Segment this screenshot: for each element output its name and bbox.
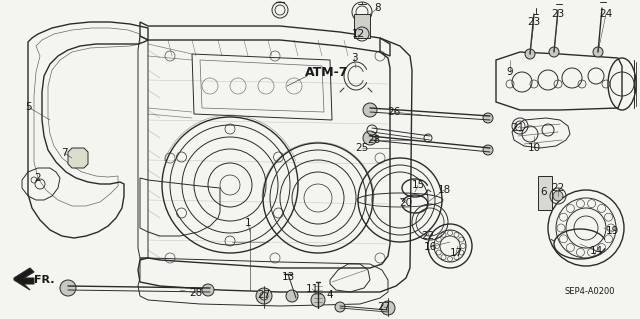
Text: 1: 1 xyxy=(244,218,252,228)
Bar xyxy=(354,14,370,38)
Circle shape xyxy=(60,280,76,296)
Circle shape xyxy=(286,290,298,302)
Text: 3: 3 xyxy=(351,53,357,63)
Circle shape xyxy=(202,284,214,296)
Text: 26: 26 xyxy=(387,107,401,117)
Circle shape xyxy=(483,145,493,155)
Circle shape xyxy=(549,47,559,57)
Circle shape xyxy=(381,301,395,315)
Text: SEP4-A0200: SEP4-A0200 xyxy=(564,287,615,296)
Circle shape xyxy=(553,191,563,201)
Polygon shape xyxy=(14,268,34,290)
Circle shape xyxy=(335,302,345,312)
Text: 17: 17 xyxy=(449,248,463,258)
Text: 27: 27 xyxy=(378,302,390,312)
Text: 27: 27 xyxy=(257,290,271,300)
Text: 28: 28 xyxy=(189,288,203,298)
Text: 23: 23 xyxy=(527,17,541,27)
Text: 12: 12 xyxy=(351,29,365,39)
Polygon shape xyxy=(68,148,88,168)
Circle shape xyxy=(525,49,535,59)
Text: 13: 13 xyxy=(282,272,294,282)
Text: 5: 5 xyxy=(25,102,31,112)
Circle shape xyxy=(256,288,272,304)
Circle shape xyxy=(593,47,603,57)
Text: FR.: FR. xyxy=(34,275,54,285)
Text: 24: 24 xyxy=(600,9,612,19)
Text: 8: 8 xyxy=(374,3,381,13)
Text: ATM-7: ATM-7 xyxy=(305,65,349,78)
Text: 16: 16 xyxy=(424,242,436,252)
Text: 25: 25 xyxy=(355,143,369,153)
Text: 14: 14 xyxy=(589,246,603,256)
Text: 2: 2 xyxy=(35,173,42,183)
Text: 19: 19 xyxy=(605,226,619,236)
Text: 20: 20 xyxy=(399,198,413,208)
Bar xyxy=(538,176,552,210)
Text: 21: 21 xyxy=(511,123,525,133)
Text: 11: 11 xyxy=(305,284,319,294)
Text: 7: 7 xyxy=(61,148,67,158)
Text: 10: 10 xyxy=(527,143,541,153)
Text: 18: 18 xyxy=(437,185,451,195)
Text: 9: 9 xyxy=(507,67,513,77)
Circle shape xyxy=(483,113,493,123)
Text: 28: 28 xyxy=(367,135,381,145)
Circle shape xyxy=(363,103,377,117)
Text: 22: 22 xyxy=(421,231,435,241)
Text: 15: 15 xyxy=(412,180,424,190)
Circle shape xyxy=(311,293,325,307)
Text: 6: 6 xyxy=(541,187,547,197)
Text: 22: 22 xyxy=(552,183,564,193)
Text: 23: 23 xyxy=(552,9,564,19)
Text: 4: 4 xyxy=(326,290,333,300)
Circle shape xyxy=(363,131,377,145)
